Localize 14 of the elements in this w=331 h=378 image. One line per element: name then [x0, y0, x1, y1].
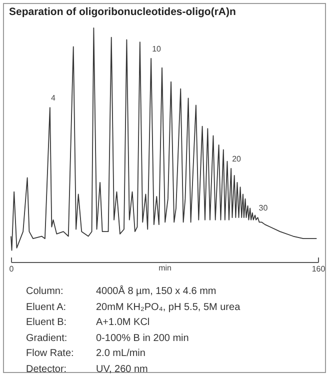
text: Eluent B: A+1.0M KCl — [26, 317, 150, 328]
text: Gradient: 0-100% B in 200 min — [26, 332, 189, 344]
chart-title: Separation of oligoribonucleotides-oligo(rA)n — [9, 6, 236, 18]
x-axis-title: min — [158, 264, 172, 272]
annotation: 10 — [152, 44, 162, 54]
x-tick-label: 0 — [9, 264, 14, 274]
text: Flow Rate: 2.0 mL/min — [26, 348, 146, 359]
text: Column: 4000Å 8 µm, 150 x 4.6 mm — [26, 286, 216, 297]
annotation: 4 — [50, 94, 56, 103]
annotation: 30 — [258, 204, 268, 213]
x-tick-label: 160 — [312, 264, 326, 274]
annotation: 20 — [232, 154, 242, 164]
text: Eluent A: 20mM KH₂PO₄, pH 5.5, 5M urea — [26, 302, 240, 312]
text: Detector: UV, 260 nm — [26, 364, 148, 374]
